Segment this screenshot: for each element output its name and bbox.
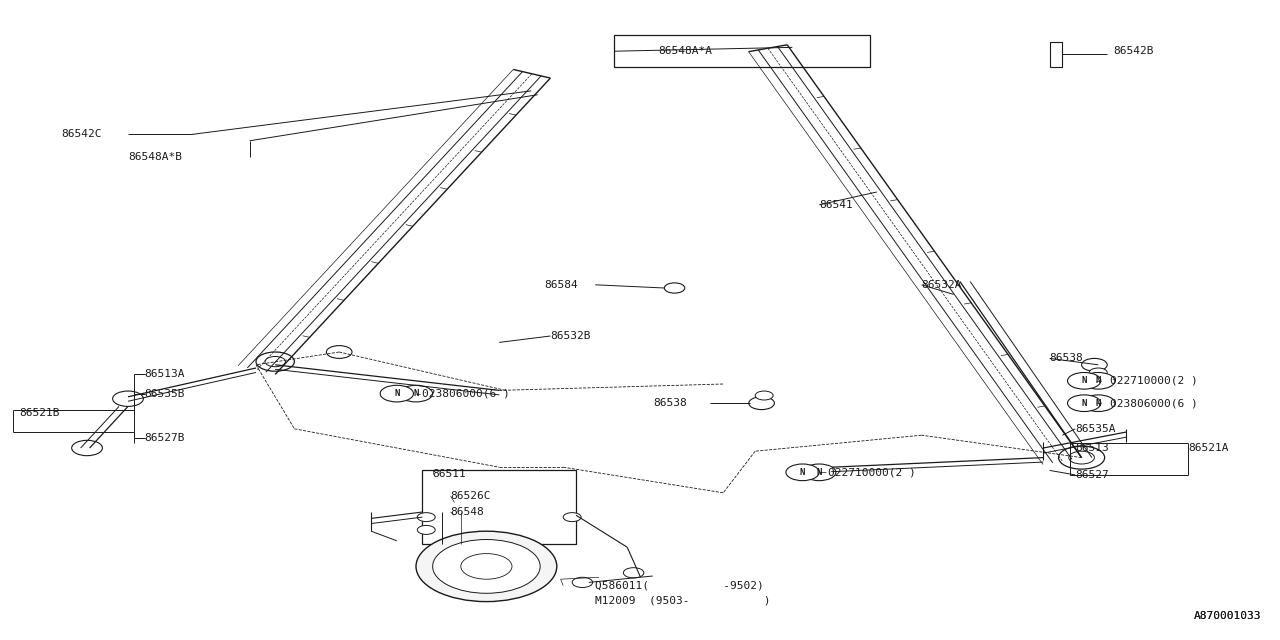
Text: 86513A: 86513A [145, 369, 186, 380]
Text: 86513: 86513 [1075, 443, 1108, 453]
Text: 86532A: 86532A [922, 280, 963, 290]
Circle shape [433, 540, 540, 593]
Text: 86542B: 86542B [1114, 46, 1155, 56]
Text: 86535A: 86535A [1075, 424, 1116, 434]
Circle shape [380, 385, 413, 402]
Circle shape [417, 525, 435, 534]
Text: A870001033: A870001033 [1193, 611, 1261, 621]
Text: N: N [817, 468, 822, 477]
Text: N: N [413, 389, 419, 398]
Circle shape [1082, 372, 1115, 389]
Text: 86538: 86538 [653, 398, 686, 408]
Circle shape [803, 464, 836, 481]
Circle shape [786, 464, 819, 481]
Text: 86526C: 86526C [451, 491, 492, 501]
Text: 86542C: 86542C [61, 129, 102, 140]
Circle shape [1082, 358, 1107, 371]
Circle shape [749, 397, 774, 410]
Bar [614, 35, 870, 67]
Text: 86548A*B: 86548A*B [128, 152, 182, 162]
Circle shape [623, 568, 644, 578]
Text: 86535B: 86535B [145, 388, 186, 399]
Text: 86511: 86511 [433, 468, 466, 479]
Text: 023806000(6 ): 023806000(6 ) [1110, 398, 1198, 408]
Circle shape [664, 283, 685, 293]
Bar [422, 470, 576, 544]
Circle shape [563, 513, 581, 522]
Circle shape [72, 440, 102, 456]
Circle shape [755, 391, 773, 400]
Text: 86548A*A: 86548A*A [658, 46, 712, 56]
Text: 86584: 86584 [544, 280, 577, 290]
Text: M12009  (9503-           ): M12009 (9503- ) [595, 595, 771, 605]
Text: 86521B: 86521B [19, 408, 60, 418]
Bar [1050, 42, 1062, 67]
Text: N: N [394, 389, 399, 398]
Text: Q586011(           -9502): Q586011( -9502) [595, 580, 764, 591]
Circle shape [1068, 372, 1101, 389]
Circle shape [113, 391, 143, 406]
Circle shape [1089, 368, 1107, 377]
Circle shape [399, 385, 433, 402]
Text: 86532B: 86532B [550, 331, 591, 341]
Circle shape [461, 554, 512, 579]
Text: N: N [1082, 399, 1087, 408]
Text: N: N [800, 468, 805, 477]
Circle shape [572, 577, 593, 588]
Text: 86527B: 86527B [145, 433, 186, 444]
Text: 86538: 86538 [1050, 353, 1083, 364]
Text: A870001033: A870001033 [1193, 611, 1261, 621]
Text: 86527: 86527 [1075, 470, 1108, 480]
Text: 86541: 86541 [819, 200, 852, 210]
Text: 86521A: 86521A [1188, 443, 1229, 453]
Text: 022710000(2 ): 022710000(2 ) [1110, 376, 1198, 386]
Circle shape [265, 356, 285, 367]
Circle shape [1069, 451, 1094, 464]
Circle shape [1059, 446, 1105, 469]
Text: 023806000(6 ): 023806000(6 ) [422, 388, 511, 399]
Text: 022710000(2 ): 022710000(2 ) [828, 467, 916, 477]
Text: N: N [1082, 376, 1087, 385]
Text: 86548: 86548 [451, 507, 484, 517]
Circle shape [1068, 395, 1101, 412]
Circle shape [417, 513, 435, 522]
Circle shape [256, 352, 294, 371]
Circle shape [326, 346, 352, 358]
Text: N: N [1096, 399, 1101, 408]
Text: N: N [1096, 376, 1101, 385]
Circle shape [416, 531, 557, 602]
Circle shape [1082, 395, 1115, 412]
